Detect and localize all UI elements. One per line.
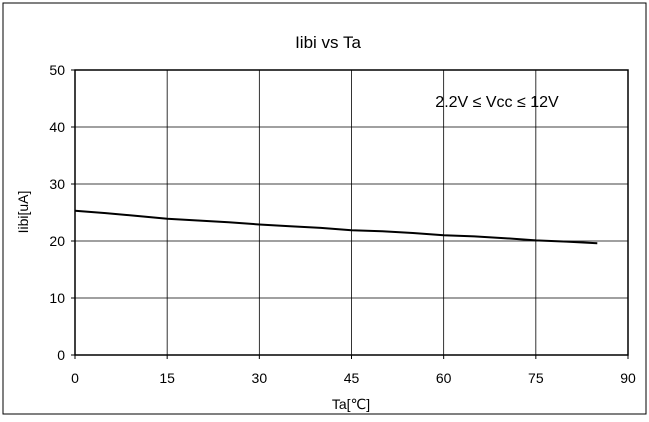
y-tick-label: 20 [49,233,65,249]
x-tick-label: 60 [436,370,452,386]
x-tick-label: 90 [620,370,636,386]
y-axis-label: Iibi[uA] [15,191,31,234]
series-line [74,209,598,245]
y-tick-label: 30 [49,176,65,192]
x-tick-label: 0 [71,370,79,386]
chart-border [2,2,647,415]
grid-lines [71,69,629,359]
chart-title: Iibi vs Ta [295,33,361,52]
vcc-range-annotation: 2.2V ≤ Vcc ≤ 12V [435,94,559,111]
y-tick-label: 0 [57,347,65,363]
plot-area [74,69,629,356]
series-layer [74,209,598,245]
y-tick-label: 50 [49,62,65,78]
tick-labels: 0 15 30 45 60 75 90 0 10 20 30 40 50 [49,62,636,386]
x-tick-label: 15 [159,370,175,386]
x-axis-label: Ta[℃] [332,396,370,412]
x-tick-label: 30 [252,370,268,386]
x-tick-label: 45 [344,370,360,386]
x-tick-label: 75 [528,370,544,386]
y-tick-label: 40 [49,119,65,135]
y-tick-label: 10 [49,290,65,306]
